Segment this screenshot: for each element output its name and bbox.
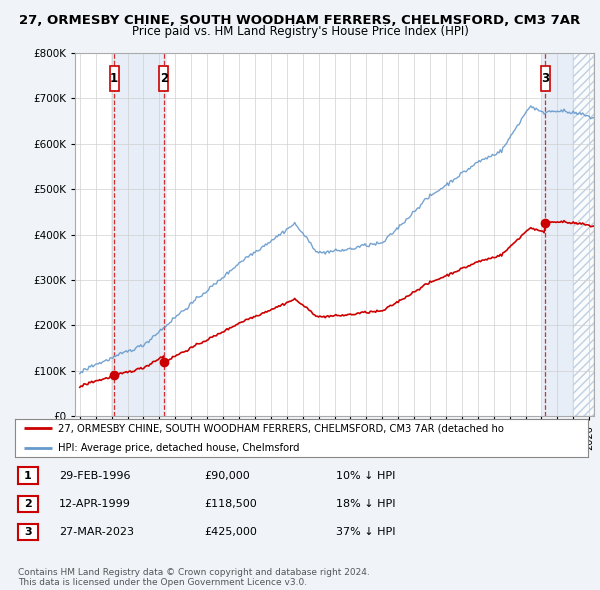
- Text: 18% ↓ HPI: 18% ↓ HPI: [336, 499, 395, 509]
- Bar: [574, 53, 594, 416]
- Bar: [111, 53, 167, 416]
- Text: 3: 3: [541, 72, 550, 85]
- FancyBboxPatch shape: [110, 66, 119, 91]
- FancyBboxPatch shape: [541, 66, 550, 91]
- Text: 3: 3: [24, 527, 32, 537]
- Text: 27, ORMESBY CHINE, SOUTH WOODHAM FERRERS, CHELMSFORD, CM3 7AR (detached ho: 27, ORMESBY CHINE, SOUTH WOODHAM FERRERS…: [58, 424, 504, 434]
- Text: Contains HM Land Registry data © Crown copyright and database right 2024.
This d: Contains HM Land Registry data © Crown c…: [18, 568, 370, 587]
- Text: 2: 2: [24, 499, 32, 509]
- Text: £425,000: £425,000: [204, 527, 257, 537]
- Text: 2: 2: [160, 72, 168, 85]
- Text: 37% ↓ HPI: 37% ↓ HPI: [336, 527, 395, 537]
- Text: £90,000: £90,000: [204, 471, 250, 480]
- Text: HPI: Average price, detached house, Chelmsford: HPI: Average price, detached house, Chel…: [58, 442, 299, 453]
- Text: 10% ↓ HPI: 10% ↓ HPI: [336, 471, 395, 480]
- Text: 1: 1: [110, 72, 118, 85]
- Text: £118,500: £118,500: [204, 499, 257, 509]
- Text: 12-APR-1999: 12-APR-1999: [59, 499, 131, 509]
- Text: 27, ORMESBY CHINE, SOUTH WOODHAM FERRERS, CHELMSFORD, CM3 7AR: 27, ORMESBY CHINE, SOUTH WOODHAM FERRERS…: [19, 14, 581, 27]
- Text: 1: 1: [24, 471, 32, 480]
- Text: Price paid vs. HM Land Registry's House Price Index (HPI): Price paid vs. HM Land Registry's House …: [131, 25, 469, 38]
- Bar: [542, 53, 594, 416]
- Text: 27-MAR-2023: 27-MAR-2023: [59, 527, 134, 537]
- Text: 29-FEB-1996: 29-FEB-1996: [59, 471, 130, 480]
- FancyBboxPatch shape: [160, 66, 168, 91]
